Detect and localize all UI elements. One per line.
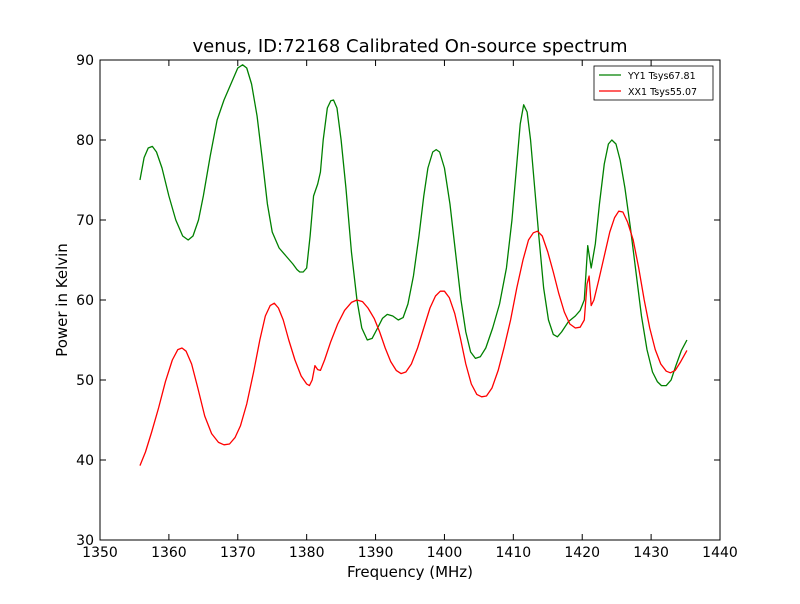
x-tick-label: 1390 bbox=[358, 545, 394, 561]
y-tick-label: 40 bbox=[76, 453, 94, 469]
legend-box bbox=[593, 65, 714, 101]
x-tick-label: 1360 bbox=[151, 545, 187, 561]
chart-title: venus, ID:72168 Calibrated On-source spe… bbox=[192, 36, 627, 57]
x-tick-label: 1430 bbox=[633, 545, 669, 561]
y-tick-label: 50 bbox=[76, 373, 94, 389]
x-tick-label: 1400 bbox=[427, 545, 463, 561]
legend: YY1 Tsys67.81 XX1 Tsys55.07 bbox=[593, 65, 714, 101]
x-tick-label: 1420 bbox=[564, 545, 600, 561]
x-tick-label: 1380 bbox=[289, 545, 325, 561]
legend-label-yy1: YY1 Tsys67.81 bbox=[627, 71, 696, 82]
y-tick-label: 70 bbox=[76, 213, 94, 229]
series-line-0 bbox=[139, 64, 688, 387]
x-tick-label: 1410 bbox=[496, 545, 532, 561]
y-axis-label: Power in Kelvin bbox=[53, 243, 71, 357]
x-axis-label: Frequency (MHz) bbox=[347, 563, 473, 581]
y-tick-label: 30 bbox=[76, 533, 94, 549]
y-tick-label: 80 bbox=[76, 133, 94, 149]
series-line-1 bbox=[139, 210, 688, 466]
y-axis: 30 40 50 60 70 80 90 bbox=[76, 53, 720, 549]
x-tick-label: 1370 bbox=[220, 545, 256, 561]
y-tick-label: 60 bbox=[76, 293, 94, 309]
y-tick-label: 90 bbox=[76, 53, 94, 69]
plot-series bbox=[139, 64, 688, 466]
x-axis: 1350 1360 1370 1380 1390 1400 1410 1420 1430 1440 bbox=[82, 60, 738, 561]
legend-label-xx1: XX1 Tsys55.07 bbox=[628, 87, 697, 98]
x-tick-label: 1350 bbox=[82, 545, 118, 561]
x-tick-label: 1440 bbox=[702, 545, 738, 561]
